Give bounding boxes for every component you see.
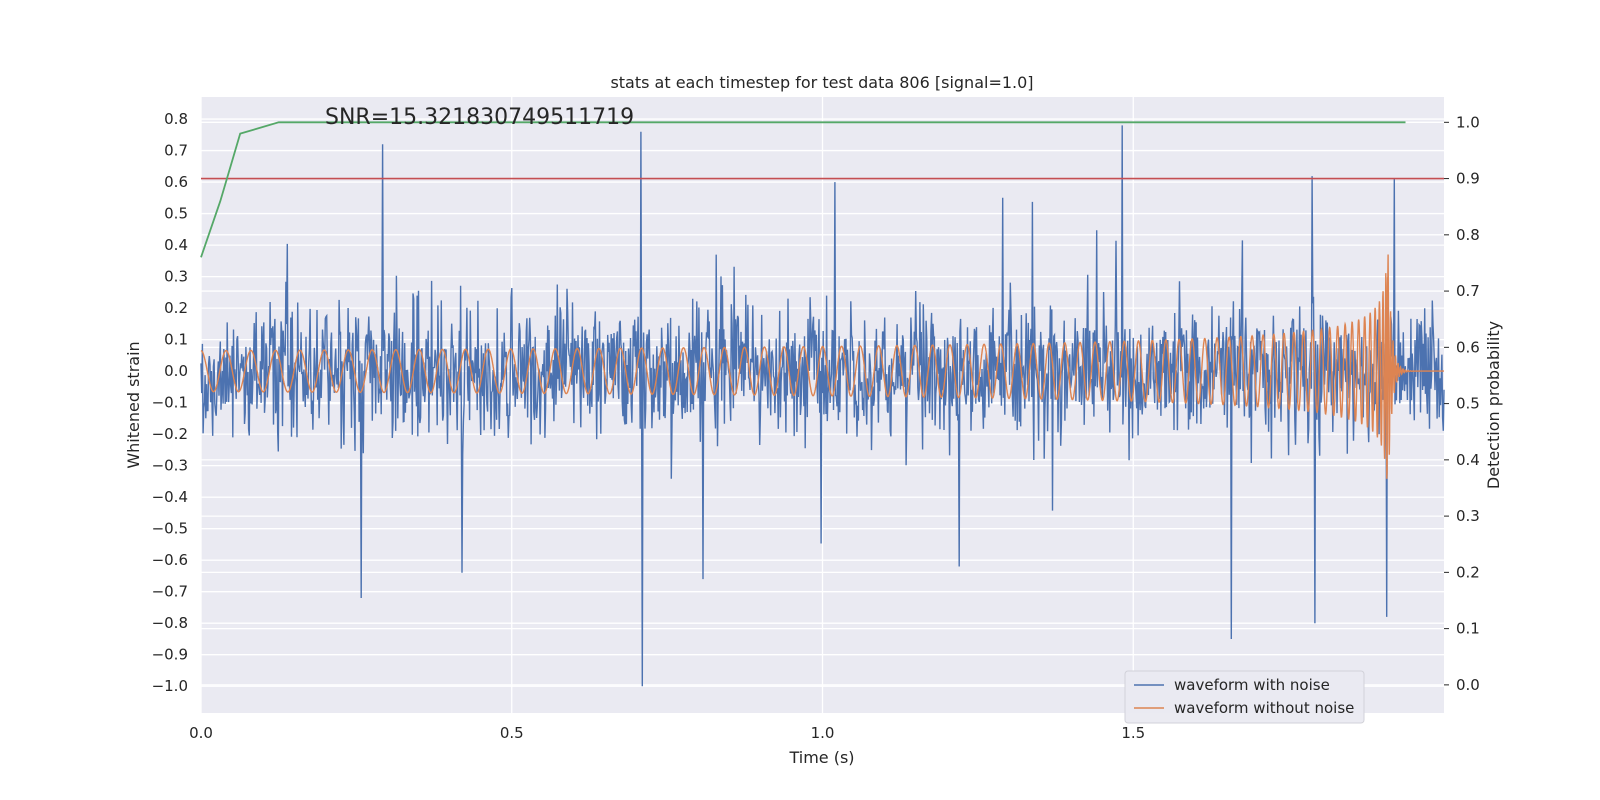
grid-lines: [200, 97, 1444, 713]
y-right-tick-label: 1.0: [1456, 113, 1480, 131]
y-left-tick-label: 0.2: [164, 299, 188, 317]
snr-annotation: SNR=15.321830749511719: [325, 105, 634, 130]
y-left-tick-label: −0.4: [152, 488, 188, 506]
legend: waveform with noise waveform without noi…: [1124, 670, 1365, 724]
y-left-tick-label: −0.1: [152, 394, 188, 412]
series-line-waveform-without-noise: [200, 254, 1444, 479]
x-tick-label: 0.0: [189, 724, 213, 742]
y-axis-label-right: Detection probability: [1484, 321, 1503, 489]
y-right-tick-label: 0.5: [1456, 395, 1480, 413]
legend-label-noisy: waveform with noise: [1174, 676, 1330, 694]
legend-label-clean: waveform without noise: [1174, 699, 1354, 717]
y-left-tick-label: 0.4: [164, 236, 188, 254]
y-right-tick-label: 0.3: [1456, 507, 1480, 525]
x-tick-label: 1.5: [1121, 724, 1145, 742]
y-left-tick-label: 0.7: [164, 142, 188, 160]
y-right-tick-label: 0.9: [1456, 170, 1480, 188]
series-line-waveform-with-noise: [200, 125, 1445, 687]
y-left-tick-label: −0.8: [152, 614, 188, 632]
y-left-tick-label: −0.2: [152, 425, 188, 443]
tick-labels: 0.0 0.5 1.0 1.5 0.8 0.7 0.6 0.5 0.4 0.3 0.2 0.1 0.0 −…: [152, 110, 1480, 742]
x-axis-label: Time (s): [788, 748, 854, 767]
y-right-tick-label: 0.8: [1456, 226, 1480, 244]
x-tick-label: 1.0: [811, 724, 835, 742]
y-left-tick-label: 0.5: [164, 205, 188, 223]
y-left-tick-label: 0.1: [164, 331, 188, 349]
x-tick-label: 0.5: [500, 724, 524, 742]
probability-layer: [200, 121, 1444, 258]
y-right-tick-label: 0.6: [1456, 338, 1480, 356]
y-left-tick-label: −1.0: [152, 677, 188, 695]
y-left-tick-label: −0.3: [152, 457, 188, 475]
y-left-tick-label: 0.8: [164, 110, 188, 128]
y-axis-label-left: Whitened strain: [124, 341, 143, 468]
y-left-tick-label: 0.6: [164, 173, 188, 191]
y-left-tick-label: 0.3: [164, 268, 188, 286]
noisy-waveform-layer: [200, 125, 1445, 687]
y-left-tick-label: −0.7: [152, 583, 188, 601]
y-right-tick-label: 0.7: [1456, 282, 1480, 300]
y-left-tick-label: −0.5: [152, 520, 188, 538]
clean-waveform-layer: [200, 254, 1444, 479]
y-left-tick-label: −0.6: [152, 551, 188, 569]
y-right-tick-label: 0.2: [1456, 563, 1480, 581]
y-left-tick-label: −0.9: [152, 646, 188, 664]
y-right-tick-label: 0.0: [1456, 676, 1480, 694]
y-left-tick-label: 0.0: [164, 362, 188, 380]
y-right-tick-label: 0.4: [1456, 451, 1480, 469]
legend-box: [1124, 670, 1365, 724]
y-right-tick-label: 0.1: [1456, 620, 1480, 638]
chart-title: stats at each timestep for test data 806…: [610, 73, 1033, 92]
series-line-detection-probability: [200, 121, 1406, 258]
